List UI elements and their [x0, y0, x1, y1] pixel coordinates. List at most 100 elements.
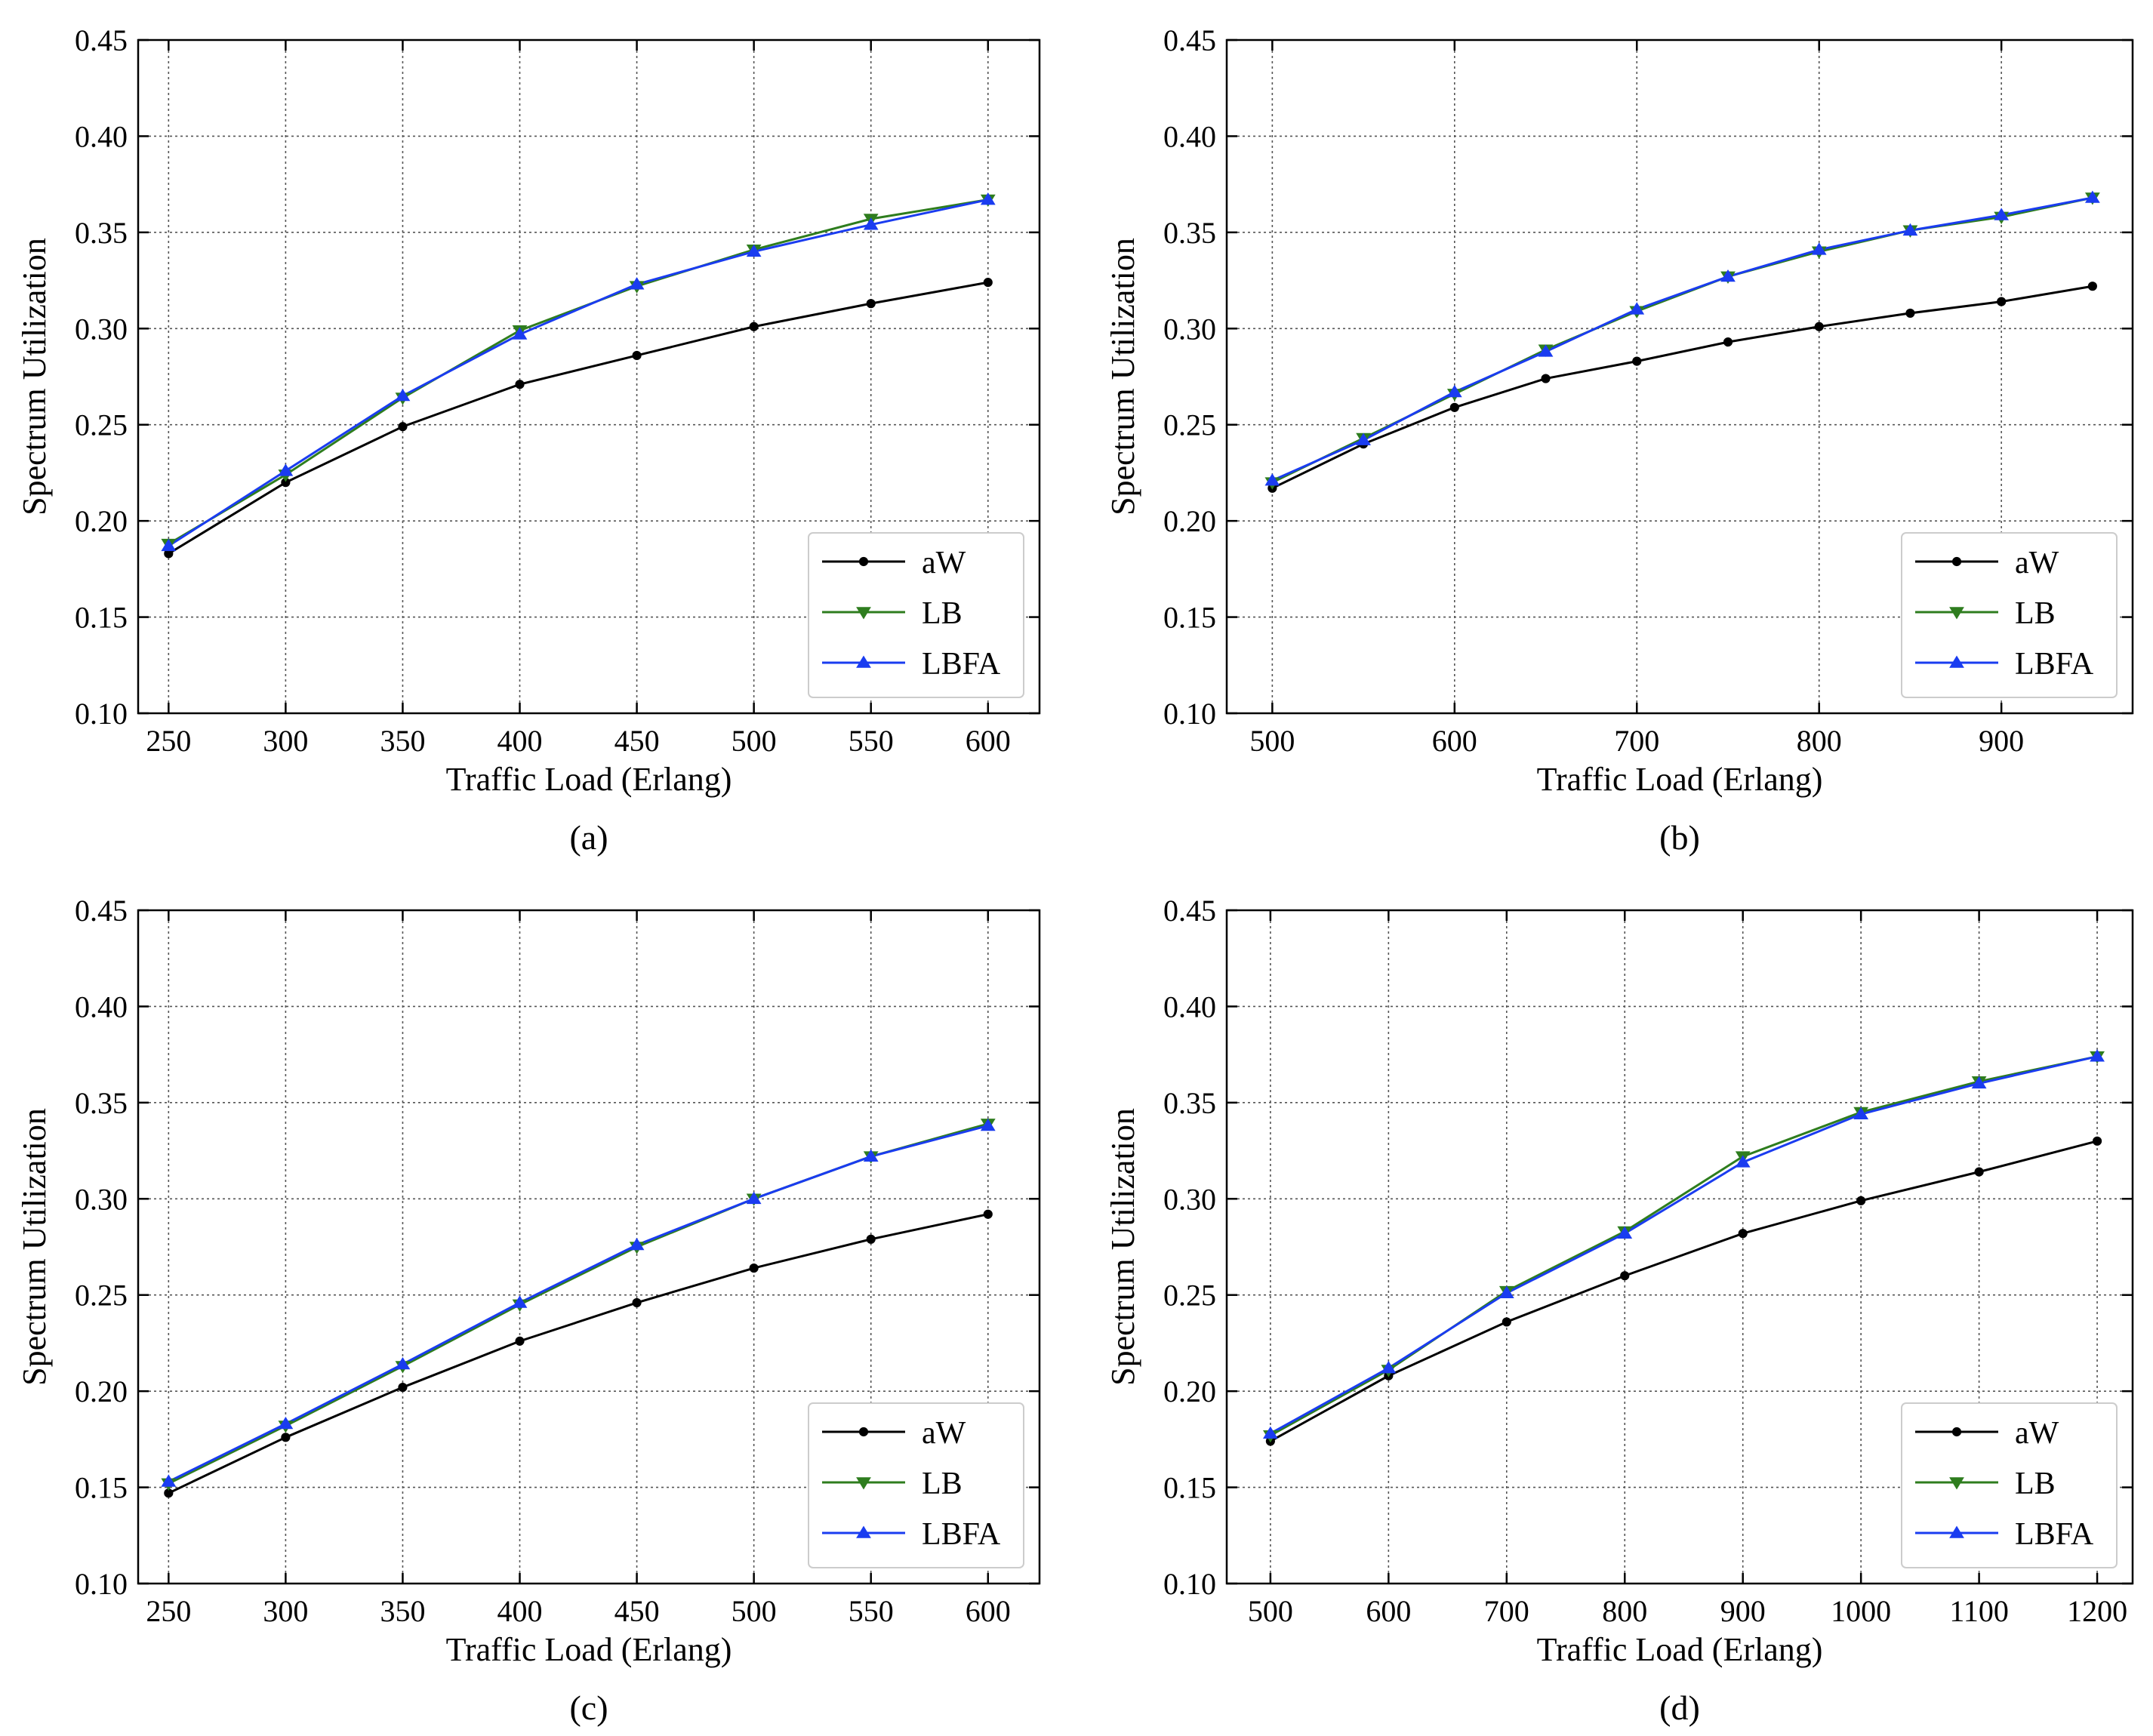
y-tick-label: 0.15: [75, 601, 128, 635]
data-point-aw: [983, 278, 993, 288]
data-point-aw: [1997, 297, 2007, 306]
legend-marker-lbfa: [1949, 655, 1964, 668]
y-tick-label: 0.25: [1163, 408, 1216, 442]
data-point-aw: [1723, 337, 1733, 347]
x-tick-label: 250: [146, 1594, 191, 1628]
y-tick-label: 0.20: [1163, 1374, 1216, 1408]
legend-marker-aw: [1951, 556, 1962, 567]
data-point-aw: [749, 322, 759, 331]
legend-label-lb: LB: [2015, 596, 2056, 631]
x-tick-label: 500: [1248, 1594, 1293, 1628]
data-point-lbfa: [395, 388, 411, 402]
y-tick-label: 0.20: [75, 504, 128, 538]
panel-label: (d): [1659, 1688, 1700, 1727]
x-tick-label: 1100: [1949, 1594, 2009, 1628]
y-tick-label: 0.15: [75, 1471, 128, 1505]
x-tick-label: 1000: [1831, 1594, 1891, 1628]
legend-label-lb: LB: [922, 1467, 963, 1501]
series-line-lb: [1271, 196, 2093, 484]
x-tick-label: 500: [732, 724, 777, 758]
y-tick-label: 0.40: [1163, 990, 1216, 1023]
y-tick-label: 0.10: [75, 1567, 128, 1601]
data-point-lbfa: [1811, 242, 1827, 255]
x-tick-label: 250: [146, 724, 191, 758]
data-point-aw: [2092, 1136, 2102, 1146]
y-tick-label: 0.20: [1163, 504, 1216, 538]
x-tick-label: 550: [849, 724, 894, 758]
legend-box: [808, 1402, 1024, 1568]
x-axis-label: Traffic Load (Erlang): [446, 761, 732, 798]
y-tick-label: 0.30: [1163, 1182, 1216, 1216]
data-point-lbfa: [863, 1149, 879, 1162]
data-point-lbfa: [1629, 302, 1645, 315]
x-tick-label: 1200: [2067, 1594, 2127, 1628]
series-line-lbfa: [1270, 1055, 2098, 1435]
data-point-aw: [1738, 1229, 1748, 1239]
plot-frame: [1225, 38, 2134, 715]
y-tick-label: 0.10: [75, 697, 128, 731]
series-line-lbfa: [168, 1124, 989, 1483]
legend-marker-aw: [858, 556, 869, 567]
x-tick-label: 600: [966, 1594, 1011, 1628]
x-tick-label: 600: [1432, 724, 1477, 758]
data-point-lbfa: [1617, 1226, 1633, 1239]
y-tick-label: 0.25: [75, 1279, 128, 1313]
data-point-lbfa: [1381, 1361, 1397, 1374]
legend-label-lbfa: LBFA: [2015, 1517, 2094, 1552]
data-point-aw: [632, 1297, 642, 1307]
legend-label-aw: aW: [922, 1416, 966, 1451]
y-tick-label: 0.25: [75, 408, 128, 442]
legend-marker-lbfa: [856, 1525, 871, 1538]
legend-marker-aw: [1951, 1427, 1962, 1437]
data-point-aw: [749, 1263, 759, 1273]
data-point-lbfa: [2090, 1049, 2105, 1062]
data-point-lbfa: [2084, 190, 2100, 203]
x-tick-label: 400: [497, 1594, 543, 1628]
x-tick-label: 400: [497, 724, 543, 758]
y-tick-label: 0.35: [1163, 216, 1216, 250]
data-point-aw: [866, 1234, 876, 1244]
y-axis-label: Spectrum Utilization: [16, 1108, 53, 1386]
data-point-aw: [1905, 308, 1915, 318]
x-tick-label: 700: [1614, 724, 1659, 758]
data-point-aw: [1541, 374, 1551, 383]
x-tick-label: 500: [1249, 724, 1295, 758]
y-tick-label: 0.45: [1163, 23, 1216, 57]
series-line-lb: [1270, 1055, 2098, 1437]
data-point-lbfa: [746, 1191, 762, 1205]
x-tick-label: 300: [263, 724, 308, 758]
plot-frame: [137, 909, 1041, 1585]
data-point-lbfa: [278, 463, 294, 476]
data-point-lbfa: [1538, 344, 1554, 357]
legend: aW LB LBFA: [808, 1402, 1024, 1568]
x-tick-label: 700: [1484, 1594, 1529, 1628]
y-axis-label: Spectrum Utilization: [16, 238, 53, 516]
y-tick-label: 0.45: [1163, 894, 1216, 928]
data-point-lbfa: [278, 1416, 294, 1430]
chart-panel-a: 250 300 350 400 450 500 550 600 0.10 0.15 0.20 0.25…: [16, 23, 1041, 857]
legend-box: [808, 532, 1024, 698]
y-tick-label: 0.30: [75, 1182, 128, 1216]
panel-label: (a): [569, 818, 608, 857]
data-point-lbfa: [1264, 473, 1280, 486]
y-tick-label: 0.15: [1163, 601, 1216, 635]
legend: aW LB LBFA: [1901, 532, 2118, 698]
data-point-aw: [1974, 1167, 1984, 1177]
data-point-aw: [515, 380, 525, 389]
data-point-aw: [1620, 1271, 1630, 1281]
data-point-aw: [1449, 402, 1459, 412]
legend-box: [1901, 1402, 2118, 1568]
x-tick-label: 500: [732, 1594, 777, 1628]
x-tick-label: 350: [380, 724, 425, 758]
legend-label-lb: LB: [2015, 1467, 2056, 1501]
data-point-lbfa: [1263, 1426, 1278, 1439]
data-point-lbfa: [863, 217, 879, 230]
series-line-lbfa: [1271, 196, 2093, 482]
data-point-aw: [281, 1433, 291, 1442]
legend-label-lbfa: LBFA: [2015, 647, 2094, 682]
y-axis-label: Spectrum Utilization: [1104, 238, 1141, 516]
x-axis-label: Traffic Load (Erlang): [1537, 761, 1823, 798]
legend-label-aw: aW: [2015, 546, 2059, 580]
data-point-lbfa: [1735, 1155, 1751, 1168]
